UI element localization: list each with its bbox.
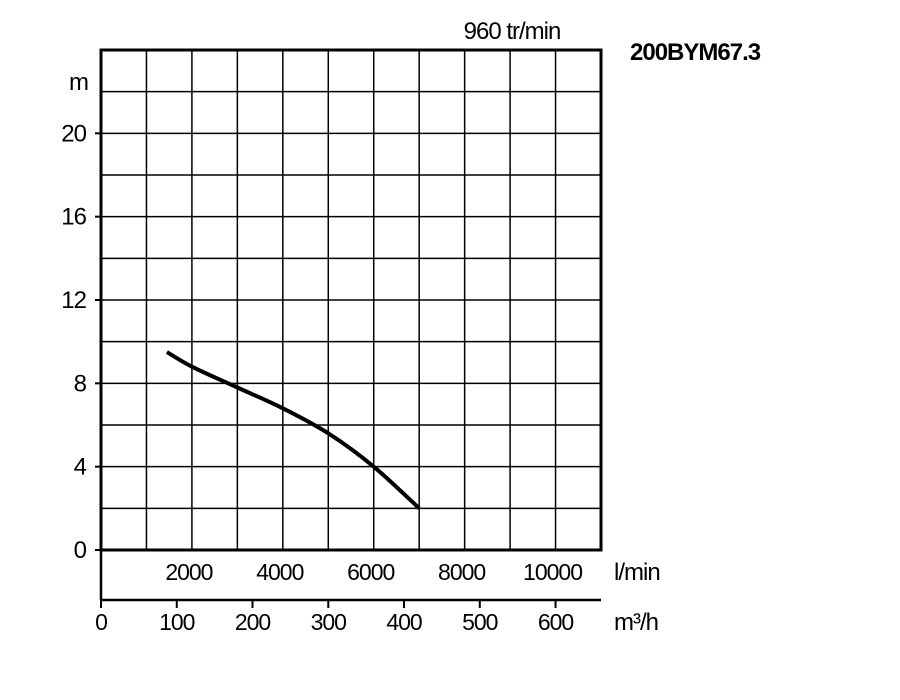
y-tick-label: 16 xyxy=(61,204,86,231)
lmin-tick-label: 2000 xyxy=(165,559,212,585)
m3h-tick-label: 0 xyxy=(95,609,107,635)
model-title: 200BYM67.3 xyxy=(630,39,761,66)
y-tick-label: 0 xyxy=(74,537,87,564)
speed-label: 960 tr/min xyxy=(464,18,561,45)
m3h-tick-label: 500 xyxy=(462,609,498,635)
lmin-tick-label: 4000 xyxy=(256,559,303,585)
m3h-tick-label: 100 xyxy=(159,609,195,635)
x-axis-unit-m3h: m³/h xyxy=(614,609,658,636)
axes: 0 4 8 12 16 20 2000 4000 6000 8000 10000 0 100 200 300… xyxy=(61,120,601,635)
lmin-tick-label: 10000 xyxy=(523,559,582,585)
series-layer xyxy=(165,350,421,510)
lmin-tick-label: 8000 xyxy=(438,559,485,585)
y-tick-label: 12 xyxy=(61,287,86,314)
y-tick-label: 4 xyxy=(74,454,87,481)
m3h-tick-label: 400 xyxy=(386,609,422,635)
m3h-tick-label: 300 xyxy=(311,609,347,635)
y-tick-label: 8 xyxy=(74,370,87,397)
y-tick-label: 20 xyxy=(61,120,86,147)
labels: 960 tr/min 200BYM67.3 m l/min m³/h xyxy=(69,18,762,636)
m3h-tick-label: 600 xyxy=(538,609,574,635)
grid xyxy=(101,50,601,550)
x-axis-unit-lmin: l/min xyxy=(614,559,660,586)
m3h-tick-label: 200 xyxy=(235,609,271,635)
pump-curve-line xyxy=(165,350,421,510)
lmin-tick-label: 6000 xyxy=(347,559,394,585)
y-axis-unit: m xyxy=(69,69,88,96)
